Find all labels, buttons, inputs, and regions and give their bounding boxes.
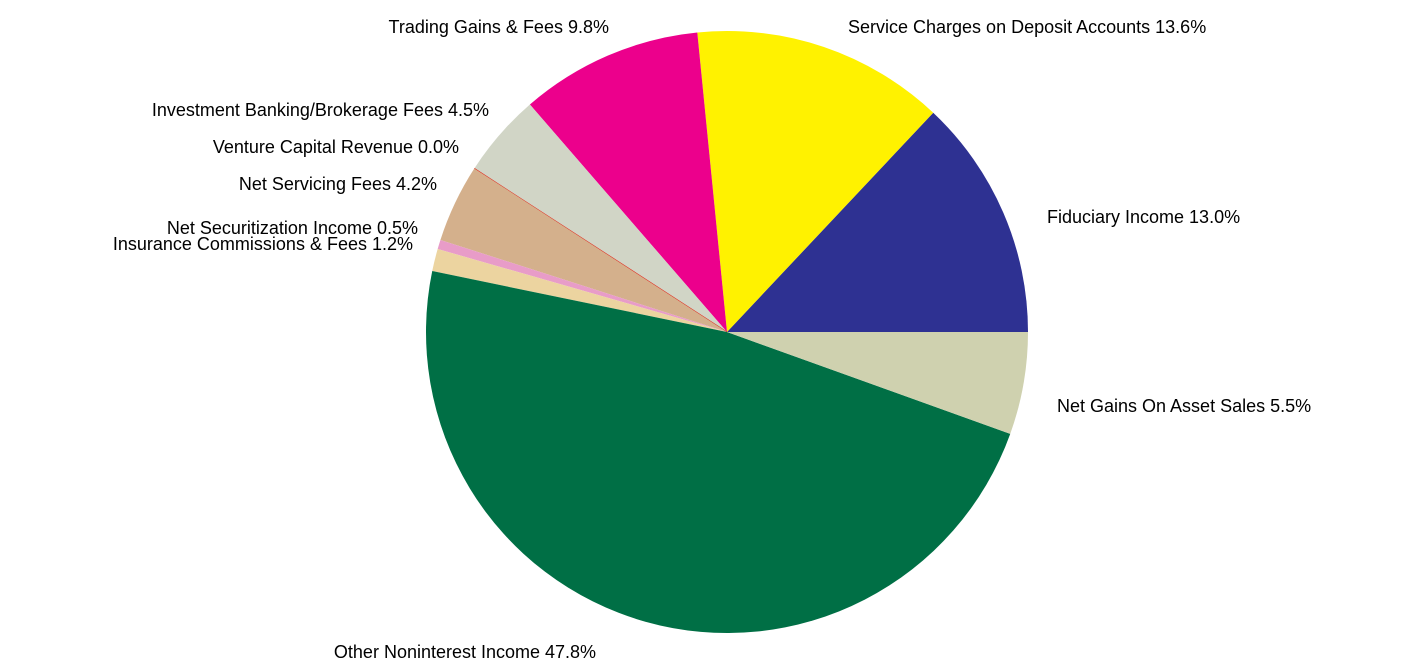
pie-slice xyxy=(440,168,727,332)
slice-label: Service Charges on Deposit Accounts 13.6… xyxy=(848,17,1206,37)
pie-slice xyxy=(727,332,1028,434)
pie-slice xyxy=(727,112,1028,332)
slice-label: Fiduciary Income 13.0% xyxy=(1047,207,1240,227)
pie-slices xyxy=(425,31,1028,634)
slice-label: Investment Banking/Brokerage Fees 4.5% xyxy=(152,100,489,120)
pie-slice xyxy=(474,104,727,333)
slice-label: Net Securitization Income 0.5% xyxy=(167,218,418,238)
slice-label: Insurance Commissions & Fees 1.2% xyxy=(113,234,413,254)
pie-slice xyxy=(432,249,727,332)
slice-label: Net Gains On Asset Sales 5.5% xyxy=(1057,396,1311,416)
pie-labels: Fiduciary Income 13.0% Service Charges on… xyxy=(113,17,1311,662)
pie-slice xyxy=(437,239,727,332)
pie-slice xyxy=(425,271,1011,634)
slice-label: Venture Capital Revenue 0.0% xyxy=(213,137,459,157)
slice-label: Trading Gains & Fees 9.8% xyxy=(389,17,609,37)
pie-slice xyxy=(697,31,934,333)
slice-label: Net Servicing Fees 4.2% xyxy=(239,174,437,194)
slice-label: Other Noninterest Income 47.8% xyxy=(334,642,596,662)
pie-slice xyxy=(529,32,727,332)
